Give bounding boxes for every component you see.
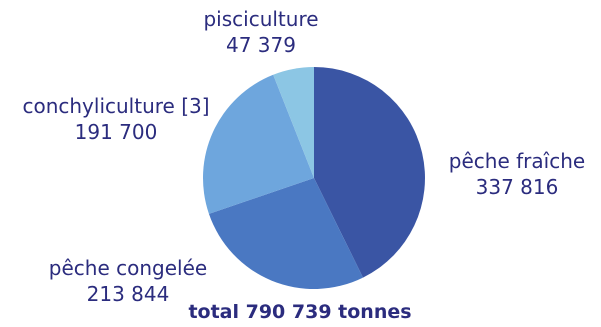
slice-value-pisciculture: 47 379 xyxy=(226,33,296,57)
slice-label-conchyliculture: conchyliculture [3] xyxy=(22,94,210,118)
slice-label-pisciculture: pisciculture xyxy=(203,7,319,31)
label-pisciculture: pisciculture 47 379 xyxy=(176,6,346,58)
pie-slice-1 xyxy=(208,178,364,289)
label-peche-congelee: pêche congelée 213 844 xyxy=(28,255,228,307)
slice-value-peche-fraiche: 337 816 xyxy=(475,175,559,199)
slice-value-peche-congelee: 213 844 xyxy=(86,282,170,306)
pie-slice-0 xyxy=(314,67,425,278)
label-peche-fraiche: pêche fraîche 337 816 xyxy=(435,148,599,200)
label-conchyliculture: conchyliculture [3] 191 700 xyxy=(6,93,226,145)
slice-label-peche-fraiche: pêche fraîche xyxy=(448,149,586,173)
pie-slice-3 xyxy=(273,67,314,178)
slice-label-peche-congelee: pêche congelée xyxy=(48,256,208,280)
pie-slice-2 xyxy=(202,74,314,214)
slice-value-conchyliculture: 191 700 xyxy=(74,120,158,144)
total-label: total 790 739 tonnes xyxy=(188,301,412,323)
